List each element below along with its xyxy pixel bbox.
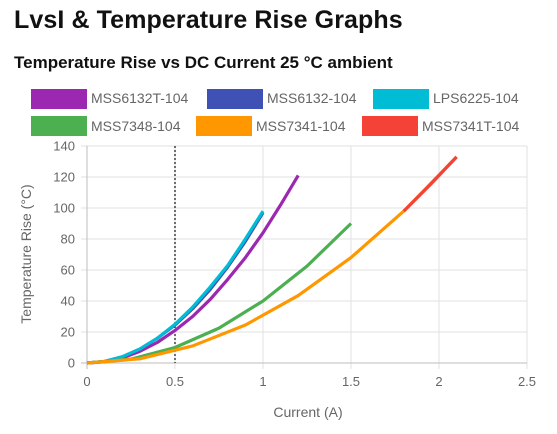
legend-label-lps6225-104: LPS6225-104 — [433, 90, 519, 106]
legend-swatch-mss7341t-104 — [362, 116, 418, 136]
y-tick-label: 40 — [61, 294, 75, 309]
x-tick-label: 2.5 — [518, 374, 536, 389]
y-tick-label: 120 — [53, 170, 75, 185]
chart-ticks: 0 0.5 1 1.5 2 2.5 0 20 40 60 80 100 120 140 — [53, 139, 536, 390]
legend-swatch-mss7348-104 — [31, 116, 87, 136]
chart-title: Temperature Rise vs DC Current 25 °C amb… — [14, 53, 393, 72]
legend-label-mss6132t-104: MSS6132T-104 — [91, 90, 188, 106]
y-tick-label: 80 — [61, 232, 75, 247]
legend-label-mss7341-104: MSS7341-104 — [256, 118, 346, 134]
legend-swatch-mss6132-104 — [207, 89, 263, 109]
series-line-lps6225-104 — [86, 210, 265, 365]
series-line-mss6132t-104 — [86, 174, 300, 365]
series-line-mss7341-104 — [86, 155, 458, 365]
series-line-mss7341t-104 — [402, 155, 458, 213]
y-tick-label: 20 — [61, 325, 75, 340]
y-tick-label: 100 — [53, 201, 75, 216]
x-tick-label: 0.5 — [166, 374, 184, 389]
legend-label-mss7341t-104: MSS7341T-104 — [422, 118, 519, 134]
chart-grid — [81, 145, 528, 369]
y-tick-label: 60 — [61, 263, 75, 278]
x-tick-label: 1 — [259, 374, 266, 389]
page-title: LvsI & Temperature Rise Graphs — [14, 6, 403, 34]
legend-swatch-mss7341-104 — [196, 116, 252, 136]
chart-legend: MSS6132T-104 MSS6132-104 LPS6225-104 MSS734… — [31, 89, 519, 136]
x-tick-label: 1.5 — [342, 374, 360, 389]
legend-label-mss7348-104: MSS7348-104 — [91, 118, 181, 134]
y-axis-label: Temperature Rise (°C) — [18, 184, 34, 323]
series-line-mss7348-104 — [86, 222, 353, 365]
legend-swatch-mss6132t-104 — [31, 89, 87, 109]
chart-series — [86, 155, 458, 365]
chart-axes — [81, 146, 527, 369]
legend-swatch-lps6225-104 — [373, 89, 429, 109]
x-tick-label: 0 — [83, 374, 90, 389]
y-tick-label: 0 — [68, 356, 75, 371]
x-tick-label: 2 — [435, 374, 442, 389]
legend-label-mss6132-104: MSS6132-104 — [267, 90, 357, 106]
x-axis-label: Current (A) — [273, 404, 342, 420]
y-tick-label: 140 — [53, 139, 75, 154]
